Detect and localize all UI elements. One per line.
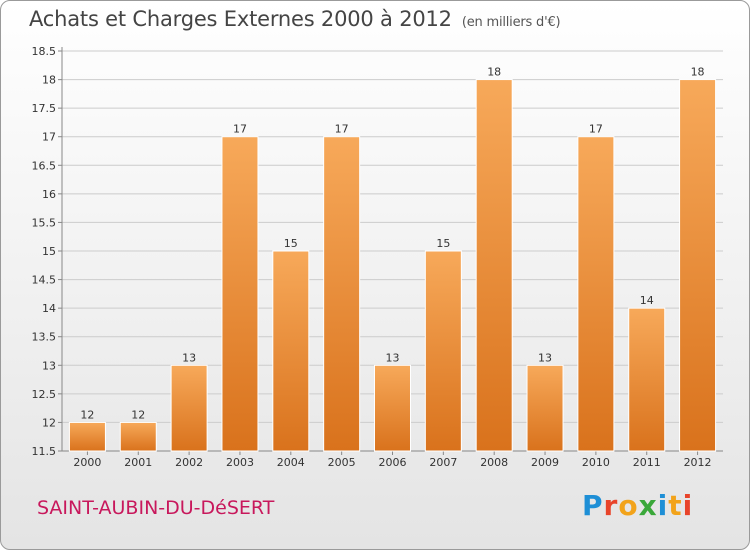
data-label: 15	[284, 237, 298, 250]
x-tick-label: 2006	[379, 456, 407, 469]
y-tick-label: 17	[42, 131, 56, 144]
data-labels: 12 12 13 17 15 17 13 15 18 13 17 14 18	[80, 66, 704, 422]
chart-title-text: Achats et Charges Externes 2000 à 2012	[29, 7, 452, 31]
x-tick-label: 2011	[633, 456, 661, 469]
x-tick-label: 2003	[226, 456, 254, 469]
x-tick-label: 2004	[277, 456, 305, 469]
x-tick-label: 2010	[582, 456, 610, 469]
y-tick-label: 17.5	[32, 102, 57, 115]
y-tick-label: 13.5	[32, 331, 57, 344]
bar-2004	[272, 250, 310, 452]
bar-2006	[374, 364, 411, 452]
bar-2005	[323, 136, 361, 452]
y-tick-label: 11.5	[32, 445, 57, 458]
x-tick-label: 2001	[124, 456, 152, 469]
x-tick-label: 2009	[531, 456, 559, 469]
bar-2012	[679, 79, 717, 452]
y-tick-label: 18	[42, 74, 56, 87]
data-label: 13	[182, 351, 196, 364]
x-tick-label: 2000	[73, 456, 101, 469]
y-tick-label: 15.5	[32, 216, 57, 229]
data-label: 15	[436, 237, 450, 250]
x-tick-label: 2007	[429, 456, 457, 469]
commune-name: SAINT-AUBIN-DU-DéSERT	[37, 497, 275, 519]
bar-2009	[526, 364, 564, 452]
data-label: 18	[691, 66, 705, 79]
data-label: 12	[131, 408, 145, 421]
logo-letter: i	[657, 489, 669, 522]
bar-2001	[119, 421, 157, 452]
logo-letter: t	[668, 489, 683, 522]
data-label: 18	[487, 66, 501, 79]
y-tick-label: 15	[42, 245, 56, 258]
chart-unit: (en milliers d'€)	[461, 15, 561, 30]
data-label: 13	[386, 351, 400, 364]
y-tick-label: 12.5	[32, 388, 57, 401]
x-tick-label: 2002	[175, 456, 203, 469]
data-label: 17	[233, 123, 247, 136]
logo-letter: r	[603, 489, 619, 522]
y-tick-label: 14	[42, 302, 56, 315]
logo-letter: P	[582, 489, 604, 522]
y-tick-label: 18.5	[32, 45, 57, 58]
y-tick-label: 16.5	[32, 159, 57, 172]
tick-labels: 11.5 12 12.5 13 13.5 14 14.5 15 15.5 16 16.5 17 17.5…	[32, 45, 712, 469]
y-tick-label: 12	[42, 416, 56, 429]
bar-2010	[577, 136, 615, 452]
y-tick-label: 16	[42, 188, 56, 201]
x-tick-label: 2005	[328, 456, 356, 469]
data-label: 17	[589, 123, 603, 136]
bar-2002	[170, 364, 208, 452]
chart-title: Achats et Charges Externes 2000 à 2012 (e…	[29, 7, 561, 31]
data-label: 14	[640, 294, 654, 307]
bar-2007	[424, 250, 462, 452]
bar-2008	[475, 79, 513, 452]
y-tick-label: 14.5	[32, 274, 57, 287]
bars	[68, 79, 717, 452]
bar-2000	[68, 421, 106, 452]
x-tick-label: 2008	[480, 456, 508, 469]
logo-letter: i	[682, 489, 694, 522]
proxiti-logo: Proxiti	[582, 489, 693, 522]
logo-letter: o	[618, 489, 639, 522]
bar-2003	[221, 136, 259, 452]
x-tick-label: 2012	[684, 456, 712, 469]
bar-2011	[628, 307, 666, 452]
data-label: 13	[538, 351, 552, 364]
y-tick-label: 13	[42, 359, 56, 372]
data-label: 12	[80, 408, 94, 421]
data-label: 17	[335, 123, 349, 136]
logo-letter: x	[638, 489, 658, 522]
